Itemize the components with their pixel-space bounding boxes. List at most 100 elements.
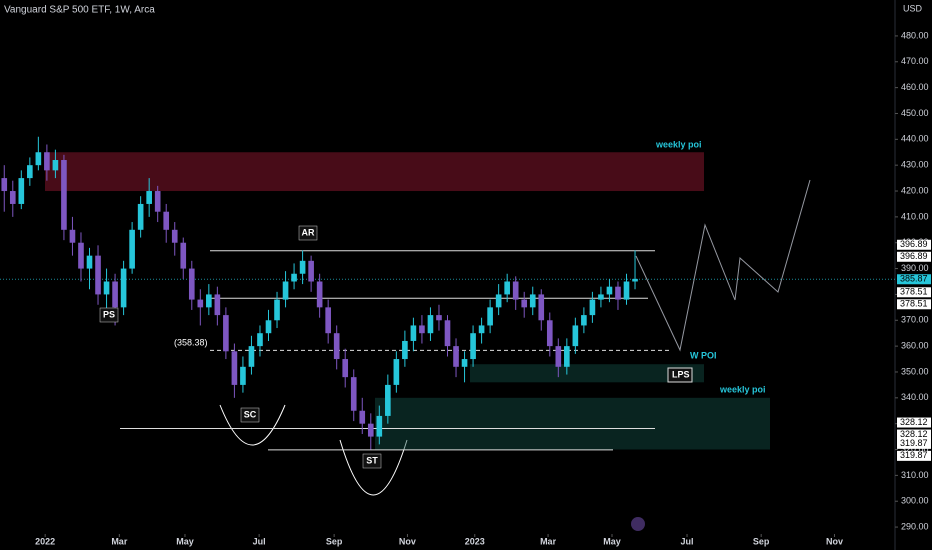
candle-body — [180, 242, 187, 269]
y-tick-label: 310.00 — [901, 470, 929, 480]
y-tick-label: 460.00 — [901, 82, 929, 92]
candle-body — [427, 315, 434, 334]
x-tick-label: Mar — [540, 536, 557, 546]
x-tick-label: Nov — [399, 536, 416, 546]
y-tick-label: 440.00 — [901, 134, 929, 144]
y-tick-label: 340.00 — [901, 392, 929, 402]
candle-body — [129, 229, 135, 269]
candle-body — [248, 346, 255, 367]
candle-body — [589, 299, 596, 316]
x-tick-label: Sep — [326, 536, 343, 546]
candle-body — [470, 333, 476, 360]
label-box — [99, 307, 119, 323]
y-tick-label: 290.00 — [901, 521, 929, 531]
zone-label: LPS — [672, 369, 690, 379]
candle-body — [393, 359, 400, 385]
price-badge — [897, 239, 931, 250]
candle-body — [512, 281, 519, 300]
candle-body — [453, 346, 459, 367]
candle-body — [333, 333, 340, 360]
flash-icon[interactable] — [631, 517, 645, 531]
candle-body — [581, 315, 587, 326]
candle-body — [504, 281, 510, 295]
price-badge — [897, 450, 931, 461]
label-box — [240, 407, 260, 423]
candle-body — [95, 255, 101, 295]
candle-body — [146, 191, 152, 204]
price-badge-label: 378.51 — [900, 287, 928, 297]
x-tick-label: Mar — [111, 536, 128, 546]
currency: USD — [903, 3, 923, 13]
candle-body — [308, 260, 314, 282]
x-tick-label: 2022 — [35, 536, 55, 546]
y-tick-label: 410.00 — [901, 211, 929, 221]
last-price-badge — [897, 274, 931, 285]
price-badge-label: 319.87 — [900, 438, 928, 448]
zone-label: weekly poi — [655, 139, 702, 149]
projection-path — [635, 179, 811, 352]
candle-body — [487, 307, 493, 326]
candle-body — [9, 191, 16, 204]
x-tick-label: May — [603, 536, 621, 546]
annotation: AR — [302, 227, 315, 237]
candle-body — [402, 340, 408, 360]
candle-body — [555, 346, 562, 367]
candle-body — [265, 320, 272, 334]
price-badge — [897, 287, 931, 298]
label-box — [298, 225, 318, 241]
candle-body — [564, 346, 570, 367]
candle-body — [61, 160, 67, 230]
candle-body — [231, 351, 238, 385]
candle-body — [188, 268, 195, 300]
y-tick-label: 450.00 — [901, 108, 929, 118]
candle-body — [112, 281, 118, 308]
price-badge — [897, 429, 931, 440]
price-badge — [897, 438, 931, 449]
candle-body — [274, 299, 280, 321]
y-tick-label: 300.00 — [901, 496, 929, 506]
sc-curve — [219, 404, 286, 446]
price-badge — [897, 251, 931, 262]
candle-body — [52, 160, 59, 171]
y-tick-label: 390.00 — [901, 263, 929, 273]
candle-body — [546, 320, 553, 347]
candle-body — [35, 152, 42, 166]
candle-body — [18, 178, 25, 204]
dashed-level-label: (358.38) — [174, 338, 208, 348]
candle-body — [572, 325, 579, 347]
candle-body — [206, 294, 212, 308]
price-badge — [897, 299, 931, 310]
price-badge-label: 396.89 — [900, 239, 928, 249]
zone — [45, 152, 704, 192]
candle-body — [538, 294, 545, 321]
candle-body — [120, 268, 127, 308]
x-tick-label: 2023 — [465, 536, 485, 546]
candle-body — [615, 286, 621, 300]
candle-body — [410, 325, 417, 341]
candle-body — [154, 191, 161, 212]
y-tick-label: 360.00 — [901, 341, 929, 351]
candle-body — [27, 165, 33, 179]
y-tick-label: 430.00 — [901, 160, 929, 170]
candle-body — [598, 294, 604, 300]
candle-body — [86, 255, 93, 269]
candle-body — [257, 333, 263, 347]
candle-body — [342, 359, 349, 378]
price-badge-label: 319.87 — [900, 450, 928, 460]
zone — [375, 397, 770, 450]
label-box — [667, 367, 693, 383]
candle-body — [367, 423, 374, 437]
y-tick-label: 350.00 — [901, 366, 929, 376]
candle-body — [163, 211, 170, 230]
price-badge-label: 328.12 — [900, 417, 928, 427]
x-tick-label: Sep — [753, 536, 770, 546]
candle-body — [495, 294, 502, 308]
candle-body — [103, 281, 110, 295]
price-badge-label: 328.12 — [900, 429, 928, 439]
candle-body — [316, 281, 323, 308]
candle-body — [223, 315, 229, 352]
candle-body — [623, 281, 630, 300]
chart-title: Vanguard S&P 500 ETF, 1W, Arca — [4, 5, 155, 16]
